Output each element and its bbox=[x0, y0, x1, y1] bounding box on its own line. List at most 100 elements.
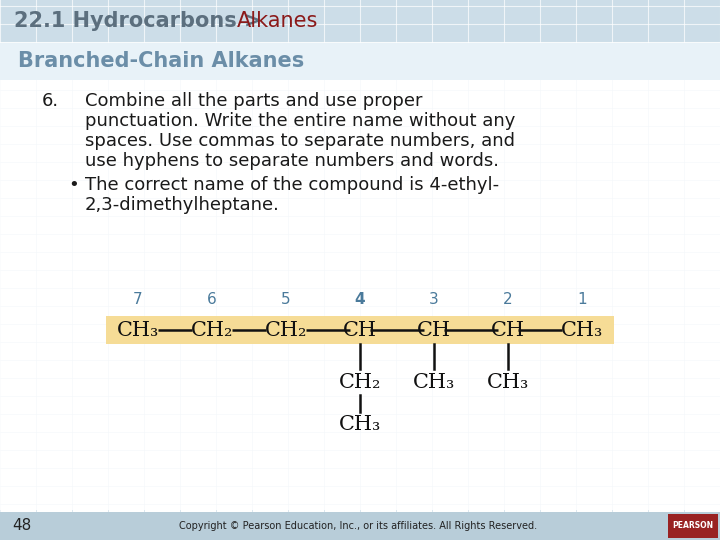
Bar bbox=[36, 216, 72, 234]
Bar bbox=[72, 522, 108, 540]
Bar bbox=[144, 486, 180, 504]
Bar bbox=[216, 234, 252, 252]
Bar bbox=[648, 72, 684, 90]
Bar bbox=[684, 72, 720, 90]
Bar bbox=[288, 36, 324, 54]
Text: 2,3-dimethylheptane.: 2,3-dimethylheptane. bbox=[85, 196, 280, 214]
Bar bbox=[36, 306, 72, 324]
Bar bbox=[0, 504, 36, 522]
Bar bbox=[612, 108, 648, 126]
Bar bbox=[180, 36, 216, 54]
Bar bbox=[684, 162, 720, 180]
Bar bbox=[684, 198, 720, 216]
Bar bbox=[684, 414, 720, 432]
Bar bbox=[144, 396, 180, 414]
Text: CH₃: CH₃ bbox=[339, 415, 381, 435]
Bar bbox=[684, 108, 720, 126]
Bar bbox=[360, 252, 396, 270]
Bar bbox=[396, 162, 432, 180]
Bar bbox=[36, 54, 72, 72]
Bar bbox=[648, 234, 684, 252]
Bar bbox=[432, 378, 468, 396]
Bar bbox=[252, 342, 288, 360]
Bar bbox=[180, 378, 216, 396]
Bar bbox=[648, 180, 684, 198]
Bar bbox=[252, 198, 288, 216]
Bar bbox=[144, 72, 180, 90]
Text: 2: 2 bbox=[503, 293, 513, 307]
Bar bbox=[108, 396, 144, 414]
Bar bbox=[576, 234, 612, 252]
Bar bbox=[360, 450, 396, 468]
Bar bbox=[72, 360, 108, 378]
Bar bbox=[0, 468, 36, 486]
Bar bbox=[252, 252, 288, 270]
Text: 5: 5 bbox=[282, 293, 291, 307]
Bar bbox=[432, 252, 468, 270]
Bar bbox=[252, 36, 288, 54]
Bar bbox=[576, 414, 612, 432]
Bar bbox=[324, 18, 360, 36]
Bar bbox=[288, 486, 324, 504]
Bar bbox=[648, 90, 684, 108]
Bar bbox=[72, 414, 108, 432]
Bar bbox=[252, 306, 288, 324]
Bar bbox=[180, 144, 216, 162]
Bar bbox=[108, 360, 144, 378]
Bar bbox=[684, 216, 720, 234]
Bar bbox=[576, 126, 612, 144]
Bar bbox=[468, 504, 504, 522]
Text: use hyphens to separate numbers and words.: use hyphens to separate numbers and word… bbox=[85, 152, 499, 170]
Bar bbox=[36, 0, 72, 18]
Bar bbox=[612, 324, 648, 342]
Bar bbox=[0, 342, 36, 360]
Bar bbox=[504, 396, 540, 414]
Bar bbox=[288, 342, 324, 360]
Bar bbox=[504, 414, 540, 432]
Bar bbox=[612, 468, 648, 486]
Bar bbox=[540, 126, 576, 144]
Bar bbox=[216, 144, 252, 162]
Bar bbox=[324, 180, 360, 198]
Bar bbox=[396, 198, 432, 216]
Bar bbox=[360, 432, 396, 450]
Bar bbox=[108, 414, 144, 432]
Bar bbox=[612, 288, 648, 306]
Bar bbox=[72, 504, 108, 522]
Bar bbox=[612, 18, 648, 36]
Bar bbox=[360, 486, 396, 504]
Bar bbox=[72, 288, 108, 306]
Bar bbox=[324, 504, 360, 522]
Bar bbox=[612, 54, 648, 72]
Bar bbox=[540, 414, 576, 432]
Bar bbox=[72, 198, 108, 216]
Bar bbox=[72, 450, 108, 468]
Bar bbox=[432, 450, 468, 468]
Bar bbox=[468, 432, 504, 450]
Bar bbox=[72, 486, 108, 504]
Bar bbox=[108, 180, 144, 198]
Bar bbox=[252, 72, 288, 90]
Bar bbox=[396, 252, 432, 270]
Bar bbox=[108, 342, 144, 360]
Bar bbox=[108, 90, 144, 108]
Bar bbox=[288, 306, 324, 324]
Bar bbox=[612, 432, 648, 450]
Bar bbox=[36, 252, 72, 270]
Bar bbox=[396, 36, 432, 54]
Bar bbox=[360, 270, 396, 288]
Bar bbox=[180, 90, 216, 108]
Bar bbox=[180, 108, 216, 126]
Bar bbox=[36, 504, 72, 522]
Bar bbox=[396, 144, 432, 162]
Bar bbox=[180, 72, 216, 90]
Bar bbox=[216, 450, 252, 468]
Bar bbox=[180, 18, 216, 36]
Bar bbox=[360, 180, 396, 198]
Bar bbox=[144, 378, 180, 396]
Bar bbox=[0, 270, 36, 288]
Bar bbox=[684, 126, 720, 144]
Bar bbox=[576, 396, 612, 414]
Bar bbox=[108, 234, 144, 252]
Bar bbox=[0, 252, 36, 270]
